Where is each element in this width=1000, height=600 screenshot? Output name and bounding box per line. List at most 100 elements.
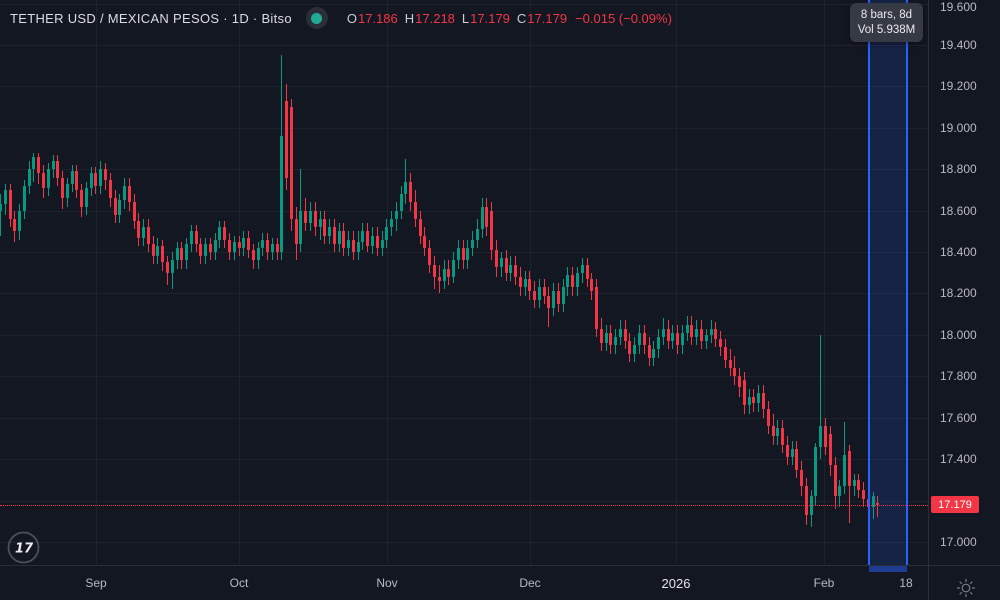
candle-body: [829, 434, 832, 465]
candle-body: [662, 329, 665, 337]
symbol-title[interactable]: TETHER USD / MEXICAN PESOS · 1D · Bitso: [10, 11, 292, 26]
candle-body: [390, 219, 393, 227]
h-gridline: [0, 542, 928, 543]
candle-body: [333, 227, 336, 244]
candle-body: [462, 248, 465, 260]
candle-body: [319, 219, 322, 227]
axis-corner: [928, 565, 1000, 600]
price-tick-label: 19.000: [940, 121, 977, 135]
open-label: O: [347, 11, 357, 26]
candle-body: [862, 490, 865, 498]
candle-body: [423, 236, 426, 248]
candle-body: [533, 291, 536, 299]
candle-body: [419, 219, 422, 236]
candle-body: [214, 240, 217, 252]
candle-body: [471, 240, 474, 248]
candle-body: [834, 465, 837, 496]
candle-body: [628, 341, 631, 353]
candle-body: [447, 269, 450, 277]
candle-body: [23, 186, 26, 211]
price-tick-label: 17.600: [940, 411, 977, 425]
high-value: 17.218: [415, 11, 455, 26]
theme-sun-icon[interactable]: [955, 577, 977, 599]
price-tick-label: 18.000: [940, 328, 977, 342]
candle-body: [552, 291, 555, 308]
close-label: C: [517, 11, 526, 26]
h-gridline: [0, 459, 928, 460]
candle-body: [414, 202, 417, 219]
candle-body: [428, 248, 431, 265]
price-axis[interactable]: 17.179 19.60019.40019.20019.00018.80018.…: [928, 0, 1000, 565]
candle-body: [171, 260, 174, 272]
candle-body: [9, 190, 12, 219]
candle-body: [56, 161, 59, 178]
candle-body: [853, 480, 856, 486]
price-tick-label: 17.800: [940, 369, 977, 383]
measure-tooltip-volume: Vol 5.938M: [858, 24, 916, 36]
candle-body: [228, 240, 231, 252]
candle-body: [66, 184, 69, 198]
candle-body: [147, 227, 150, 244]
time-tick-label: Nov: [376, 576, 397, 590]
candle-body: [290, 107, 293, 219]
candle-body: [328, 227, 331, 235]
open-value: 17.186: [358, 11, 398, 26]
candle-body: [805, 486, 808, 515]
measure-range-fill[interactable]: [869, 0, 907, 565]
candle-body: [4, 190, 7, 204]
candle-body: [32, 157, 35, 169]
candle-body: [276, 244, 279, 252]
candle-body: [90, 173, 93, 187]
candle-body: [309, 211, 312, 223]
tradingview-logo[interactable]: 17: [7, 531, 40, 565]
candle-body: [586, 265, 589, 279]
candle-body: [233, 242, 236, 252]
candle-body: [409, 182, 412, 203]
candle-body: [238, 242, 241, 248]
price-tick-label: 18.800: [940, 162, 977, 176]
candle-body: [75, 171, 78, 190]
candle-body: [724, 347, 727, 359]
candle-body: [156, 246, 159, 256]
time-tick-label: 18: [899, 576, 912, 590]
time-tick-label: 2026: [662, 576, 691, 591]
market-status-dot[interactable]: [306, 7, 328, 29]
candle-body: [400, 194, 403, 211]
candle-body: [299, 211, 302, 244]
status-dot-icon: [311, 13, 322, 24]
candle-body: [481, 207, 484, 230]
candle-body: [781, 428, 784, 445]
measure-end-line: [906, 0, 908, 565]
candle-body: [252, 250, 255, 260]
candle-body: [261, 240, 264, 248]
time-tick-label: Feb: [814, 576, 835, 590]
candle-body: [714, 329, 717, 339]
candle-body: [605, 333, 608, 343]
candle-body: [443, 269, 446, 281]
candle-body: [285, 101, 288, 178]
candle-body: [190, 231, 193, 243]
candle-body: [671, 333, 674, 341]
candle-body: [700, 329, 703, 341]
candle-wick: [0, 194, 1, 235]
candle-body: [495, 250, 498, 267]
candle-body: [371, 236, 374, 246]
time-axis[interactable]: SepOctNovDec2026Feb18: [0, 565, 928, 600]
chart-pane[interactable]: TETHER USD / MEXICAN PESOS · 1D · Bitso …: [0, 0, 928, 565]
candle-body: [600, 329, 603, 343]
measure-tooltip-bars: 8 bars, 8d: [861, 9, 912, 21]
candle-body: [848, 451, 851, 486]
h-gridline: [0, 376, 928, 377]
candle-body: [733, 368, 736, 376]
price-tick-label: 19.400: [940, 38, 977, 52]
candle-body: [37, 157, 40, 174]
v-gridline: [676, 0, 677, 565]
candle-body: [204, 244, 207, 256]
candle-body: [395, 211, 398, 219]
last-price-line: [0, 505, 928, 506]
candle-body: [80, 190, 83, 207]
candle-body: [652, 349, 655, 357]
candle-body: [748, 397, 751, 405]
price-tick-label: 18.600: [940, 204, 977, 218]
tradingview-logo-icon: 17: [7, 531, 40, 564]
